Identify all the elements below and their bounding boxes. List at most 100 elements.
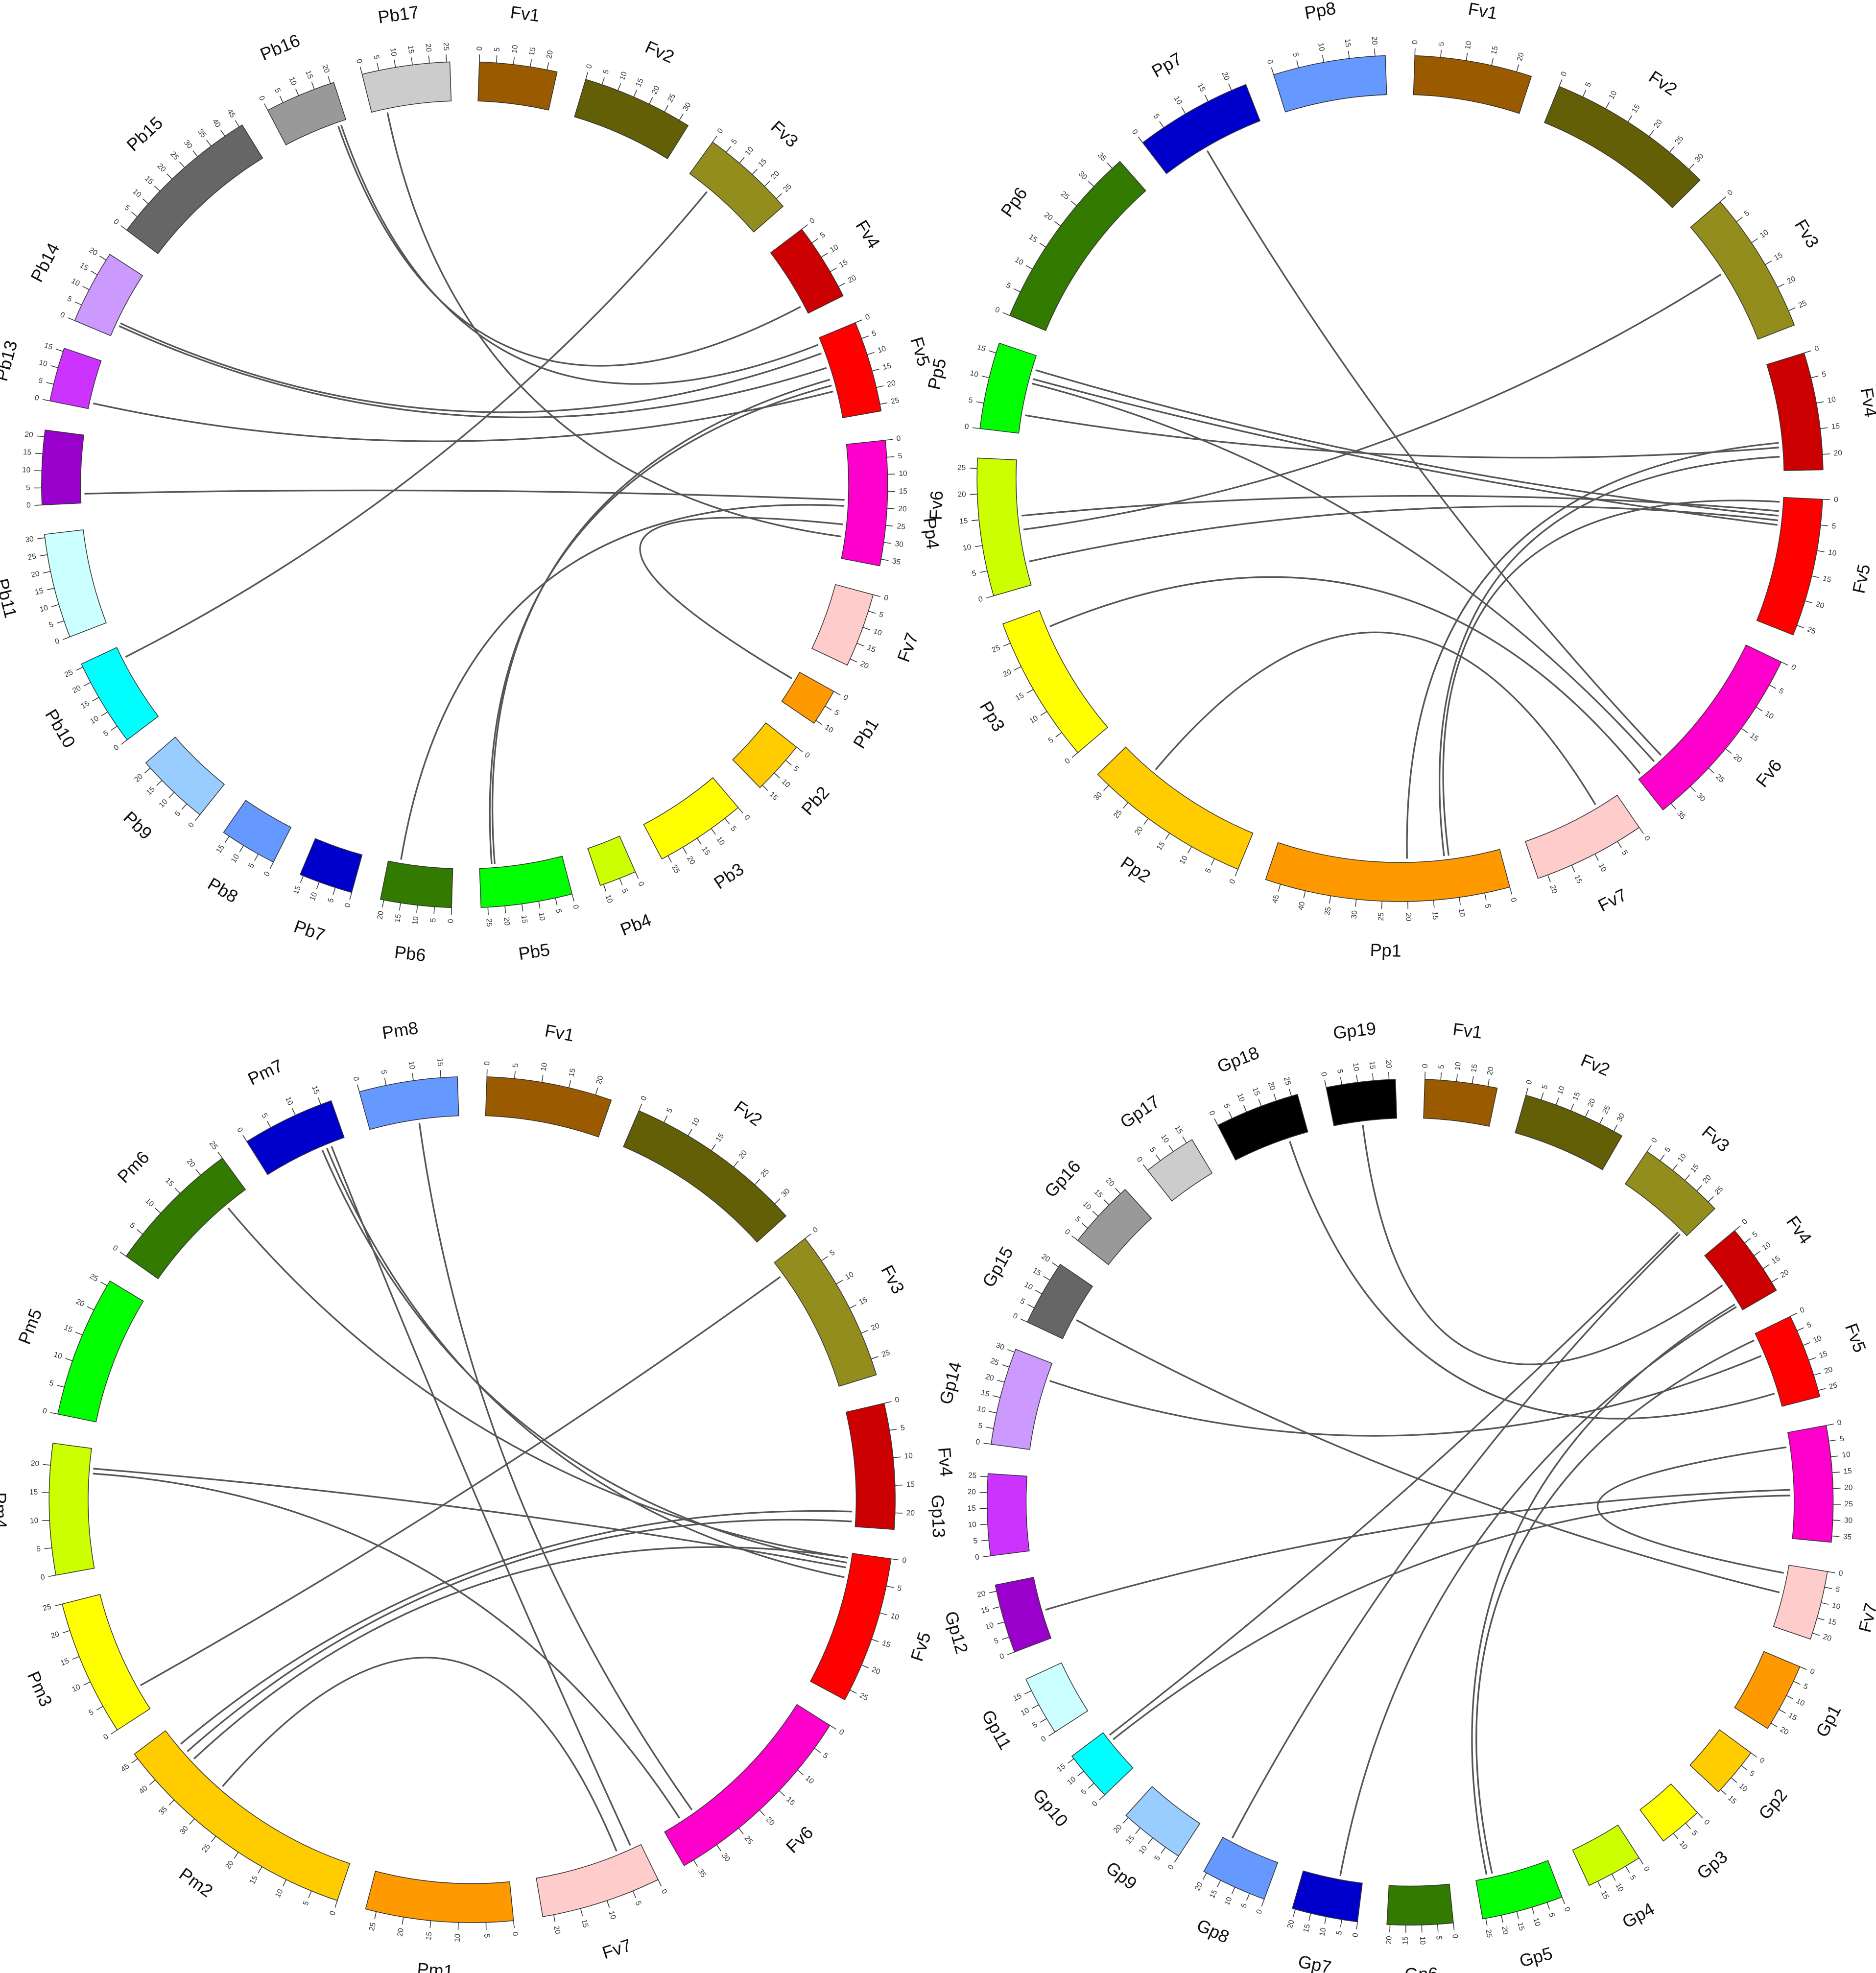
tick-label: 20 — [1404, 913, 1412, 921]
tick-label: 10 — [743, 145, 755, 157]
tick-label: 0 — [1130, 128, 1140, 136]
tick-label: 0 — [59, 310, 66, 320]
chromosome — [1265, 842, 1511, 902]
chromosome — [1475, 1860, 1563, 1920]
tick-label: 20 — [1112, 1823, 1124, 1835]
tick-label: 10 — [1763, 710, 1775, 721]
tick-label: 15 — [34, 587, 45, 597]
link — [639, 517, 843, 679]
tick-mark — [394, 60, 396, 68]
tick-mark — [776, 193, 783, 199]
chromosome-label: Pb14 — [26, 239, 64, 285]
link — [1113, 1495, 1791, 1740]
tick-mark — [411, 57, 413, 65]
link — [386, 112, 842, 538]
tick-label: 0 — [1799, 1306, 1806, 1315]
chromosome — [62, 1593, 151, 1731]
tick-mark — [1204, 95, 1209, 102]
tick-label: 5 — [1079, 1787, 1088, 1796]
tick-label: 15 — [43, 341, 54, 352]
tick-mark — [374, 1911, 377, 1919]
tick-mark — [1751, 238, 1758, 243]
tick-label: 20 — [50, 1630, 61, 1640]
tick-mark — [446, 54, 447, 62]
tick-label: 5 — [1839, 1434, 1845, 1443]
tick-mark — [1790, 1312, 1798, 1317]
chromosome-label: Pm1 — [416, 1959, 454, 1973]
tick-mark — [1324, 1916, 1327, 1925]
tick-label: 10 — [287, 76, 298, 87]
chromosome — [74, 254, 143, 336]
tick-mark — [1020, 1318, 1028, 1323]
tick-mark — [981, 1540, 989, 1542]
tick-label: 0 — [111, 1244, 119, 1253]
tick-label: 15 — [1027, 233, 1039, 244]
link — [1049, 576, 1641, 774]
tick-label: 15 — [214, 843, 226, 855]
tick-label: 5 — [819, 231, 827, 240]
tick-mark — [1459, 897, 1461, 905]
tick-mark — [815, 720, 823, 725]
tick-label: 0 — [511, 1931, 520, 1936]
tick-mark — [295, 88, 299, 96]
tick-mark — [87, 1306, 95, 1310]
tick-label: 15 — [1516, 1922, 1526, 1932]
tick-label: 5 — [1628, 1874, 1638, 1881]
tick-label: 10 — [143, 1197, 155, 1209]
chromosome-label: Gp7 — [1296, 1951, 1333, 1973]
chromosome-label: Fv4 — [1782, 1212, 1816, 1248]
tick-label: 35 — [1096, 151, 1108, 163]
tick-label: 10 — [274, 1888, 285, 1899]
tick-mark — [872, 368, 879, 372]
tick-mark — [1817, 1617, 1825, 1620]
tick-mark — [521, 903, 523, 912]
tick-label: 10 — [1178, 855, 1189, 866]
tick-label: 20 — [1516, 51, 1526, 62]
link — [227, 1207, 848, 1559]
chromosome — [1025, 1662, 1089, 1733]
tick-label: 5 — [123, 204, 131, 213]
tick-mark — [154, 186, 161, 192]
tick-label: 0 — [1790, 663, 1797, 672]
tick-mark — [1827, 1571, 1835, 1573]
tick-mark — [980, 1475, 988, 1477]
tick-mark — [1708, 1196, 1714, 1202]
tick-label: 10 — [1676, 1152, 1688, 1164]
tick-label: 5 — [1777, 687, 1785, 696]
tick-mark — [189, 1818, 195, 1825]
tick-label: 5 — [48, 620, 55, 630]
tick-label: 20 — [552, 1925, 562, 1935]
tick-label: 15 — [857, 1295, 869, 1307]
tick-mark — [1235, 869, 1238, 877]
tick-mark — [359, 67, 363, 74]
tick-label: 20 — [846, 274, 857, 285]
tick-label: 0 — [112, 217, 120, 227]
tick-mark — [663, 1116, 668, 1123]
link — [222, 1657, 617, 1852]
tick-mark — [682, 847, 687, 854]
tick-label: 0 — [571, 904, 580, 910]
chromosome — [299, 838, 363, 893]
tick-mark — [1273, 1093, 1277, 1101]
tick-mark — [402, 1917, 404, 1925]
tick-mark — [638, 1103, 642, 1111]
tick-label: 35 — [696, 1867, 708, 1879]
tick-label: 0 — [343, 902, 353, 908]
tick-label: 30 — [1615, 1112, 1627, 1123]
chromosome-label: Fv7 — [1595, 884, 1630, 916]
tick-label: 15 — [882, 361, 892, 372]
tick-label: 10 — [1812, 1334, 1823, 1345]
tick-mark — [1627, 115, 1633, 122]
tick-label: 15 — [784, 1795, 796, 1807]
chromosome — [1217, 1093, 1308, 1161]
tick-label: 20 — [1043, 211, 1054, 222]
tick-mark — [1147, 1837, 1153, 1844]
tick-mark — [797, 1769, 804, 1775]
tick-label: 0 — [842, 693, 850, 702]
chromosome — [1755, 1316, 1821, 1407]
tick-mark — [1793, 1681, 1801, 1685]
tick-mark — [1115, 1188, 1121, 1194]
tick-mark — [1099, 1794, 1105, 1801]
tick-mark — [1660, 1154, 1665, 1161]
